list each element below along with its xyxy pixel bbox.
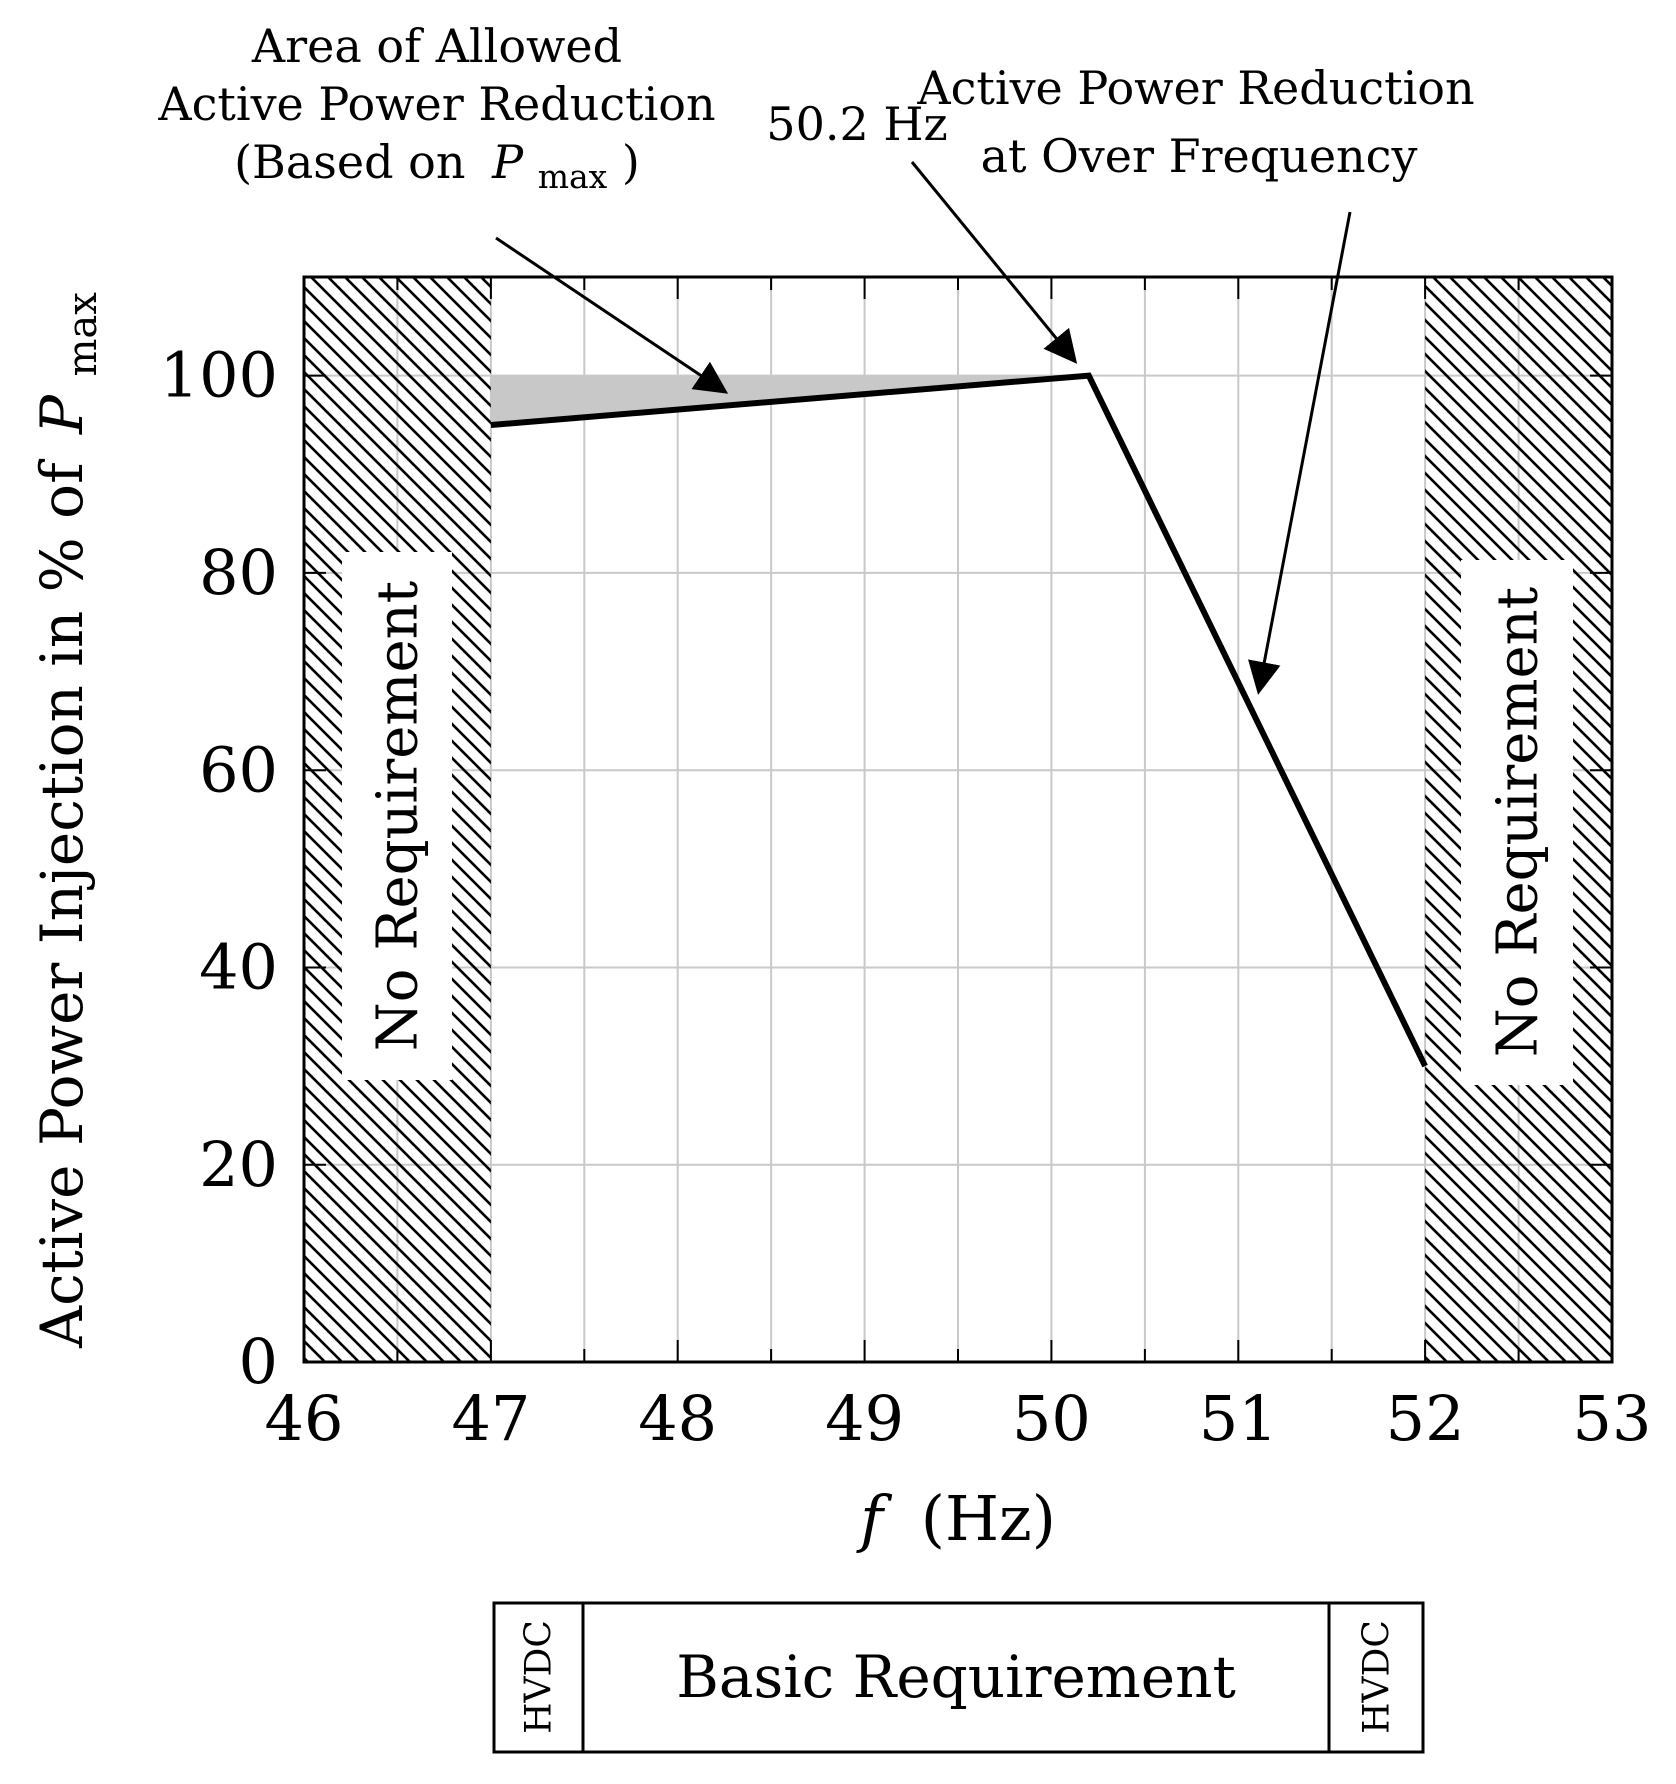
annotation-allowed-area: Area of Allowed Active Power Reduction (… — [157, 19, 715, 199]
x-axis-label: f (Hz) — [856, 1482, 1056, 1555]
annotation-over-frequency-line1: Active Power Reduction — [916, 61, 1474, 115]
x-axis-label-unit: (Hz) — [921, 1482, 1056, 1555]
y-tick-labels: 0 20 40 60 80 100 — [160, 339, 278, 1398]
y-tick-100: 100 — [160, 339, 278, 412]
y-tick-60: 60 — [199, 733, 278, 806]
annotation-allowed-area-line1: Area of Allowed — [251, 19, 622, 73]
annotation-allowed-area-line2: Active Power Reduction — [157, 77, 715, 131]
requirement-bar: HVDC Basic Requirement HVDC — [492, 1601, 1425, 1754]
y-axis-label-text: Active Power Injection in % of — [28, 459, 96, 1349]
y-tick-80: 80 — [199, 536, 278, 609]
requirement-bar-hvdc-left: HVDC — [519, 1620, 560, 1734]
annotation-allowed-area-line3: (Based on P max ) — [234, 135, 640, 199]
x-tick-48: 48 — [638, 1382, 717, 1455]
x-tick-47: 47 — [451, 1382, 530, 1455]
y-axis-label-sub: max — [60, 292, 106, 377]
requirement-bar-outline — [492, 1601, 1425, 1754]
x-tick-51: 51 — [1199, 1382, 1278, 1455]
x-tick-46: 46 — [265, 1382, 344, 1455]
x-axis-label-f: f — [856, 1482, 893, 1555]
x-tick-49: 49 — [825, 1382, 904, 1455]
annotation-over-frequency-line2: at Over Frequency — [981, 129, 1418, 183]
requirement-bar-basic-label: Basic Requirement — [676, 1643, 1236, 1711]
plot-border — [302, 275, 1614, 1364]
annotation-arrows — [495, 161, 1352, 695]
arrow-allowed-area — [495, 236, 729, 394]
x-tick-labels: 46 47 48 49 50 51 52 53 — [265, 1382, 1652, 1455]
axis-ticks — [304, 277, 1612, 1362]
annotation-over-frequency: Active Power Reduction at Over Frequency — [916, 61, 1474, 183]
x-tick-50: 50 — [1012, 1382, 1091, 1455]
requirement-bar-hvdc-right: HVDC — [1357, 1620, 1398, 1734]
no-requirement-label-box-right — [1461, 560, 1573, 1085]
arrow-freq-marker — [910, 161, 1078, 364]
x-tick-52: 52 — [1386, 1382, 1465, 1455]
y-tick-0: 0 — [239, 1325, 278, 1398]
annotation-freq-marker: 50.2 Hz — [766, 97, 947, 151]
power-reduction-line — [490, 372, 1428, 1068]
no-requirement-label-box-left — [342, 552, 452, 1080]
y-axis-label: Active Power Injection in % of P max — [28, 292, 106, 1349]
y-axis-label-p: P — [28, 394, 96, 435]
arrow-over-frequency — [1248, 211, 1352, 695]
no-requirement-label-right: No Requirement — [1486, 586, 1551, 1057]
x-tick-53: 53 — [1573, 1382, 1652, 1455]
y-tick-40: 40 — [199, 931, 278, 1004]
no-requirement-label-left: No Requirement — [366, 580, 431, 1051]
y-tick-20: 20 — [199, 1128, 278, 1201]
